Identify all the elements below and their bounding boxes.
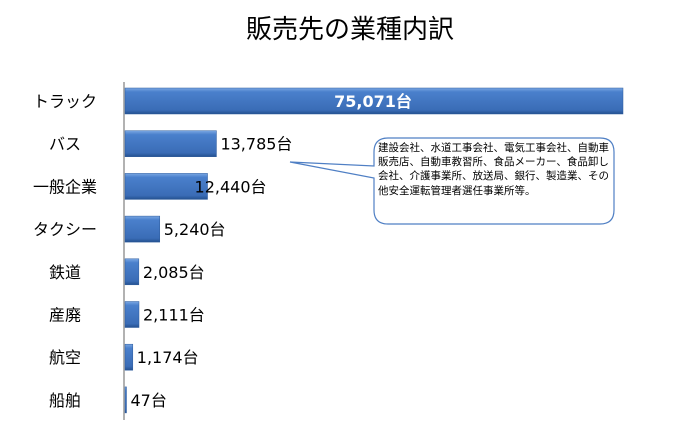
data-label: 2,111台 (143, 306, 205, 325)
callout-bubble (289, 137, 615, 225)
data-label: 5,240台 (164, 220, 226, 239)
bar (124, 301, 140, 328)
category-label: 航空 (49, 348, 81, 367)
bar (124, 130, 217, 157)
callout: 建設会社、水道工事会社、電気工事会社、自動車販売店、自動車教習所、食品メーカー、… (289, 137, 615, 225)
category-label: 一般企業 (33, 177, 97, 196)
callout-text: 建設会社、水道工事会社、電気工事会社、自動車販売店、自動車教習所、食品メーカー、… (378, 142, 609, 197)
category-label: 産廃 (49, 306, 81, 325)
category-label: バス (49, 135, 81, 154)
category-label: 鉄道 (49, 263, 81, 282)
bar (124, 215, 161, 243)
data-label: 12,440台 (195, 177, 267, 196)
data-label: 2,085台 (143, 263, 205, 282)
bar (124, 386, 127, 414)
data-label: 75,071台 (334, 92, 412, 111)
data-label: 1,174台 (137, 348, 199, 367)
bar (124, 87, 624, 115)
bar (124, 343, 134, 371)
data-label: 13,785台 (220, 135, 292, 154)
chart-title: 販売先の業種内訳 (246, 15, 454, 45)
category-label: トラック (33, 92, 97, 111)
bar (124, 173, 208, 200)
data-label: 47台 (131, 391, 167, 410)
category-label: 船舶 (49, 391, 81, 410)
bar (124, 258, 140, 286)
category-label: タクシー (33, 220, 97, 239)
